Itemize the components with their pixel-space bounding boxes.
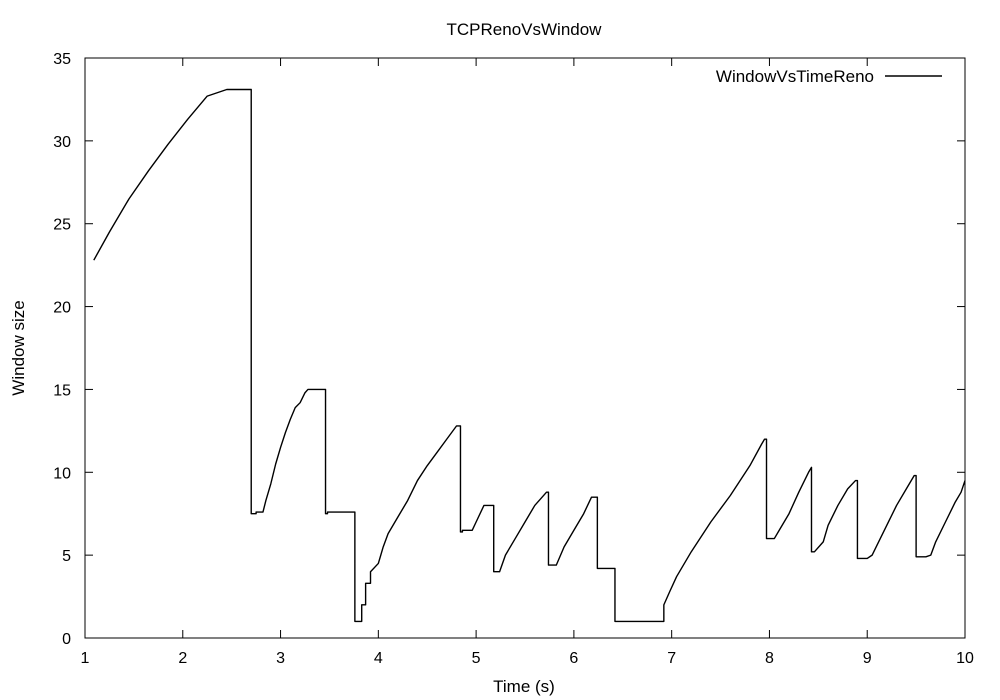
x-tick-label: 5 — [472, 650, 481, 667]
x-tick-label: 6 — [569, 650, 578, 667]
tick-labels: 1 2 3 4 5 6 7 8 9 10 0 5 10 15 20 25 30 35 — [53, 51, 974, 667]
x-tick-label: 2 — [178, 650, 187, 667]
x-tick-label: 9 — [863, 650, 872, 667]
x-tick-label: 10 — [956, 650, 974, 667]
legend-label: WindowVsTimeReno — [716, 67, 874, 86]
legend: WindowVsTimeReno — [716, 67, 942, 86]
y-tick-label: 30 — [53, 134, 71, 151]
axis-ticks — [84, 57, 966, 639]
x-axis-label: Time (s) — [493, 677, 555, 696]
x-tick-label: 1 — [81, 650, 90, 667]
x-tick-label: 3 — [276, 650, 285, 667]
plot-frame — [84, 57, 966, 639]
x-tick-label: 7 — [667, 650, 676, 667]
y-tick-label: 35 — [53, 51, 71, 68]
x-tick-label: 4 — [374, 650, 383, 667]
y-tick-label: 10 — [53, 465, 71, 482]
series-line-WindowVsTimeReno — [93, 88, 966, 623]
y-tick-label: 20 — [53, 300, 71, 317]
x-tick-label: 8 — [765, 650, 774, 667]
series-group — [93, 88, 966, 623]
y-tick-label: 25 — [53, 217, 71, 234]
y-tick-label: 0 — [62, 631, 71, 648]
y-axis-label: Window size — [9, 300, 28, 395]
chart-title: TCPRenoVsWindow — [447, 20, 603, 39]
y-tick-label: 5 — [62, 548, 71, 565]
y-tick-label: 15 — [53, 382, 71, 399]
